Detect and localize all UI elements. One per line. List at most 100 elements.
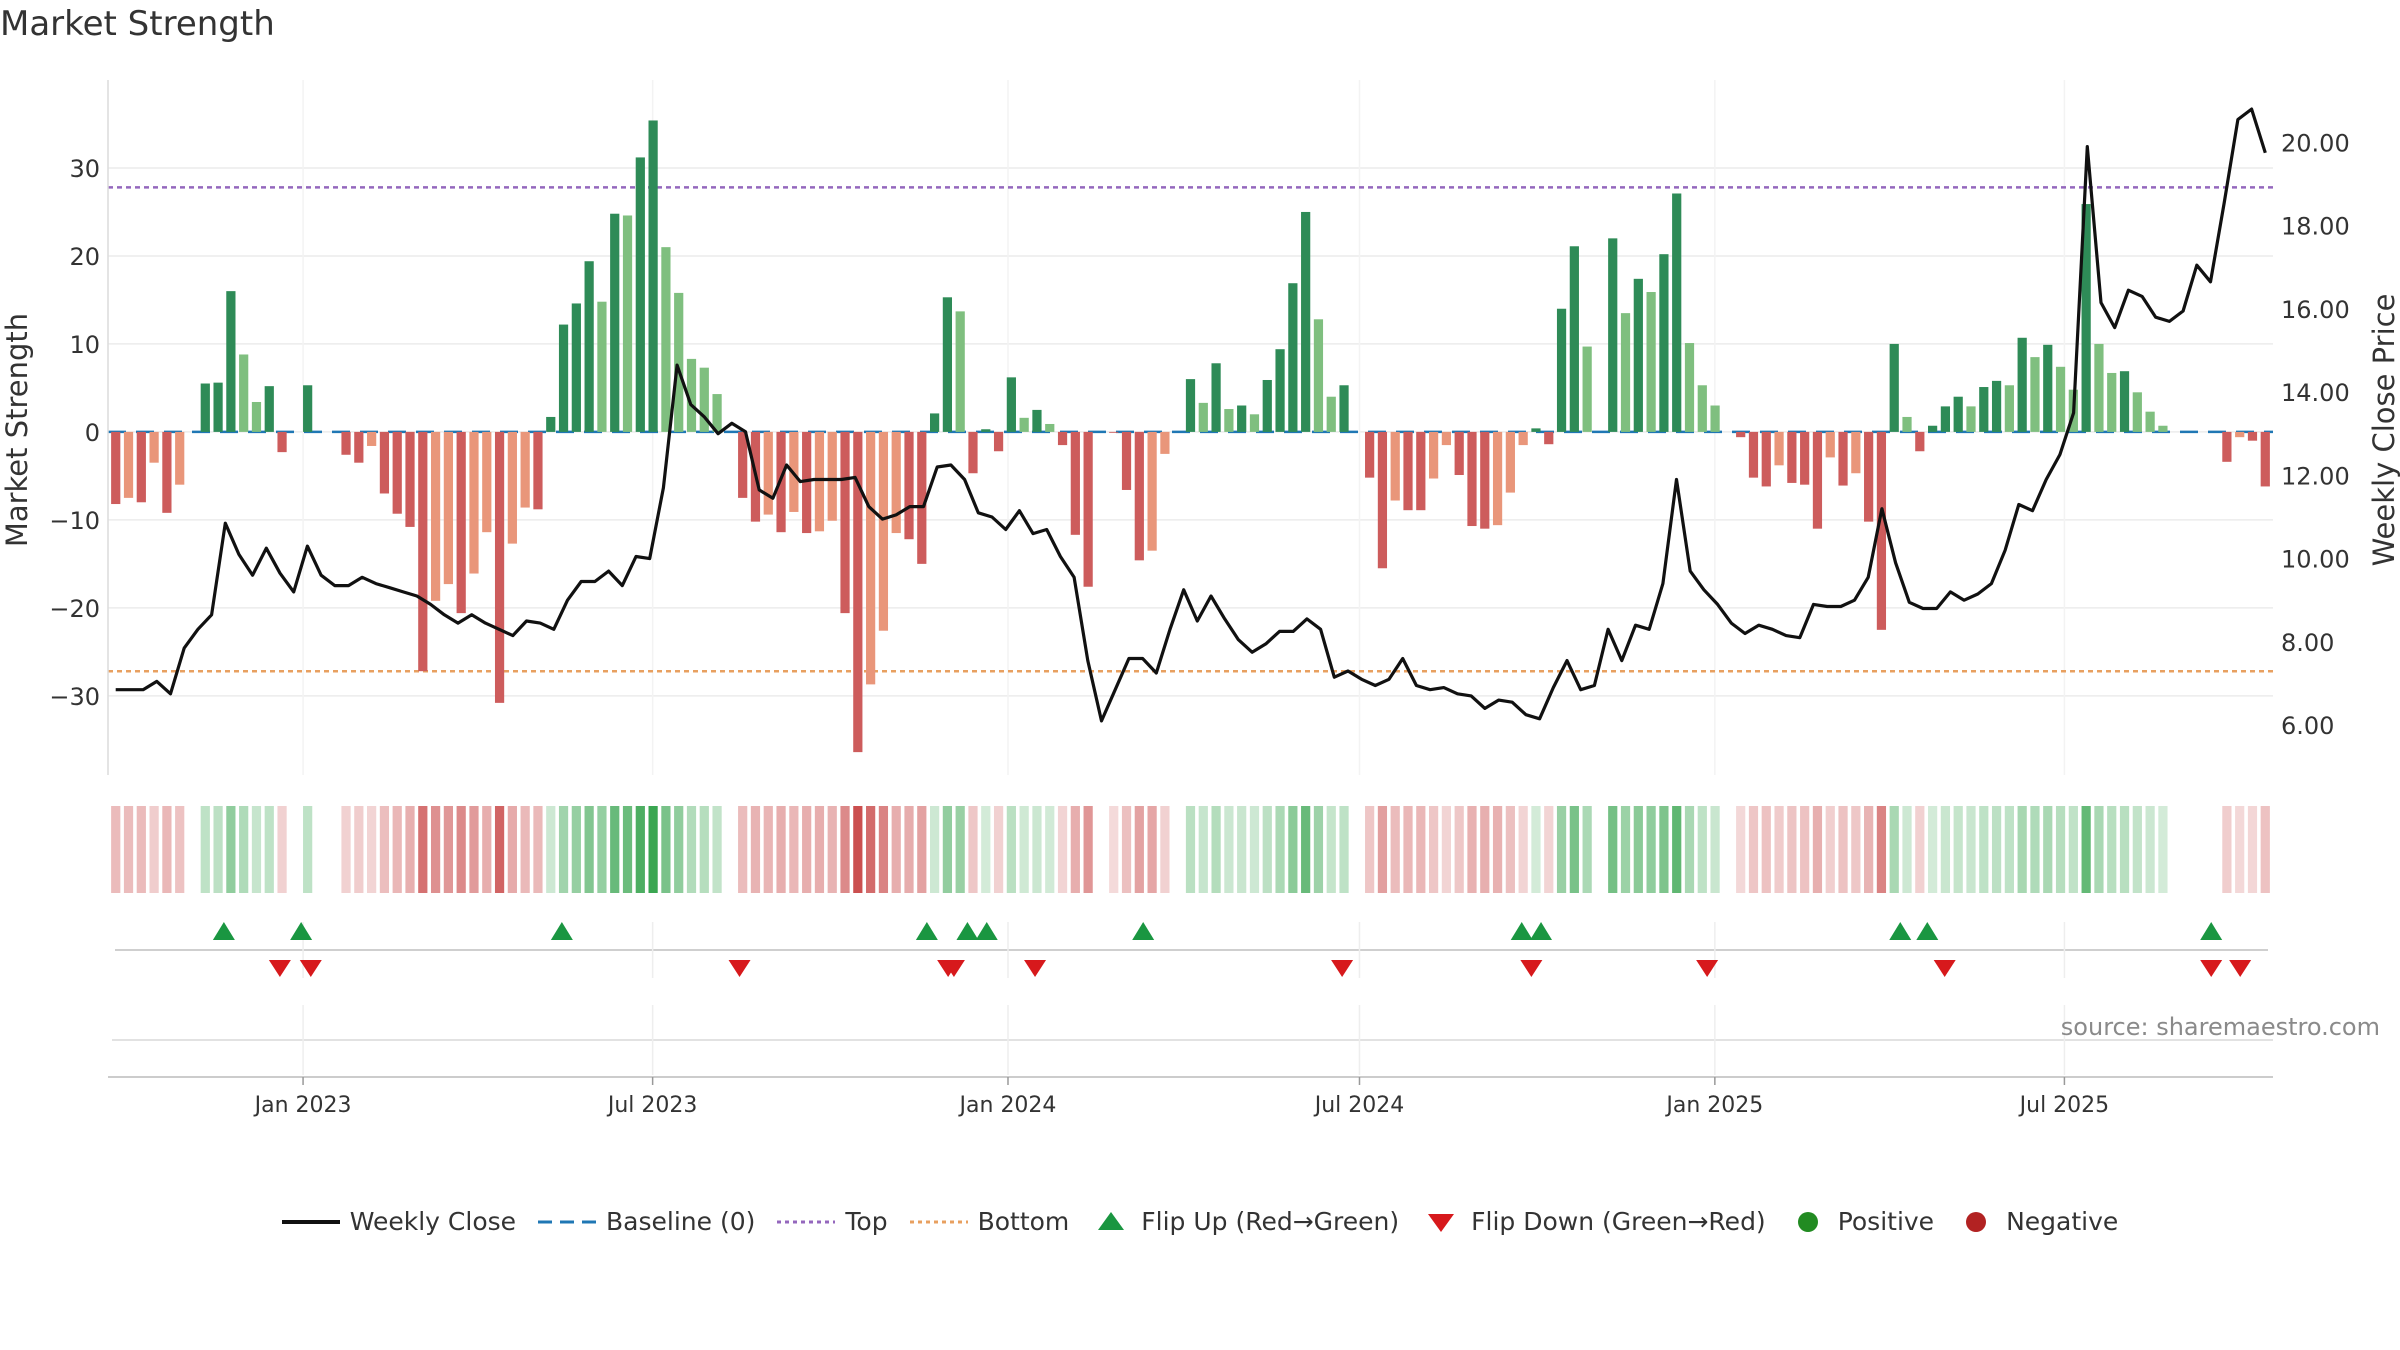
heat-cell <box>1019 806 1029 893</box>
strength-bar <box>1390 431 1400 501</box>
legend-negative[interactable]: Negative <box>1956 1207 2118 1236</box>
heat-cell <box>290 806 300 893</box>
strength-bar <box>878 431 889 631</box>
legend-label: Negative <box>2006 1207 2119 1236</box>
legend-positive[interactable]: Positive <box>1788 1207 1934 1236</box>
heat-cell <box>1365 806 1375 893</box>
heat-cell <box>546 806 556 893</box>
strength-bar <box>213 382 223 432</box>
strength-bar <box>1441 431 1452 446</box>
heat-cell <box>558 806 569 893</box>
strength-bar <box>635 157 645 432</box>
strength-bar <box>1838 431 1848 486</box>
strength-bar <box>2235 431 2245 438</box>
heat-cell <box>1544 806 1554 893</box>
legend-baseline[interactable]: Baseline (0) <box>538 1207 755 1236</box>
heat-cell <box>1326 806 1336 893</box>
heat-cell <box>814 806 825 893</box>
legend-line-dashed-icon <box>538 1220 597 1223</box>
legend-bottom[interactable]: Bottom <box>909 1207 1069 1236</box>
strength-bar <box>1454 431 1464 476</box>
heat-cell <box>1902 806 1912 893</box>
legend-line-solid-icon <box>281 1219 340 1224</box>
legend-line-dotted-icon <box>777 1220 836 1223</box>
heat-cell <box>1134 806 1144 893</box>
strength-bar <box>955 311 965 432</box>
y-tick-label-right: 18.00 <box>2281 213 2350 241</box>
heat-cell <box>430 806 441 893</box>
flip-up-marker <box>550 922 573 940</box>
strength-bar <box>1109 431 1119 433</box>
strength-bar <box>264 386 274 432</box>
strength-bar <box>149 431 159 463</box>
y-tick-label-right: 20.00 <box>2281 129 2350 157</box>
heat-cell <box>277 806 287 893</box>
legend-label: Top <box>845 1207 888 1236</box>
heat-cell <box>1774 806 1784 893</box>
legend-top[interactable]: Top <box>777 1207 888 1236</box>
heat-cell <box>392 806 402 893</box>
strength-bar <box>558 324 569 432</box>
heat-cell <box>2094 806 2104 893</box>
heat-cell <box>2183 806 2194 893</box>
heat-cell <box>1262 806 1272 893</box>
strength-bar <box>1134 431 1144 561</box>
heat-cell <box>674 806 684 893</box>
strength-bar <box>1646 292 1656 432</box>
strength-bar <box>1544 431 1554 445</box>
strength-bar <box>1710 405 1720 432</box>
heat-cell <box>315 806 326 893</box>
strength-bar <box>123 431 134 498</box>
heat-cell <box>1838 806 1848 893</box>
heat-cell <box>866 806 876 893</box>
x-axis: Jan 2023 Jul 2023 Jan 2024 Jul 2024 Jan 2025… <box>108 1076 2273 1118</box>
strength-bar <box>1902 416 1912 432</box>
legend-flip-up[interactable]: Flip Up (Red→Green) <box>1091 1207 1399 1236</box>
heat-cell <box>2004 806 2014 893</box>
strength-bar <box>2145 411 2155 432</box>
strength-bar <box>1198 402 1208 432</box>
heat-cell <box>1505 806 1515 893</box>
heat-cell <box>1518 806 1528 893</box>
heat-cell <box>571 806 581 893</box>
heat-cell <box>1531 806 1541 893</box>
strength-bar <box>1928 425 1938 432</box>
strength-bar <box>1083 431 1093 587</box>
heat-cell <box>226 806 236 893</box>
strength-bar <box>1377 431 1388 569</box>
heat-cell <box>712 806 722 893</box>
strength-bar <box>1301 211 1311 432</box>
axes: 30 20 10 0 −10 −20 −30 20.00 18.00 16.00 14.00 12.0… <box>49 80 2350 775</box>
heat-cell <box>469 806 479 893</box>
strength-bar <box>648 120 658 432</box>
heat-cell <box>802 806 812 893</box>
flip-up-marker <box>1530 922 1553 940</box>
heat-cell <box>738 806 748 893</box>
strength-bar <box>1633 278 1643 432</box>
heat-cell <box>1876 806 1887 893</box>
heat-cell <box>1966 806 1976 893</box>
strength-bar <box>1800 431 1810 485</box>
strength-bar <box>239 354 249 432</box>
strength-bar <box>2030 357 2040 432</box>
circle-icon <box>1797 1211 1818 1232</box>
strength-bar <box>1288 283 1298 432</box>
strength-bar <box>1556 308 1567 432</box>
triangle-up-icon <box>1098 1211 1125 1230</box>
heat-cell <box>1096 806 1106 893</box>
strength-bar <box>1672 193 1682 432</box>
legend-flip-down[interactable]: Flip Down (Green→Red) <box>1421 1207 1766 1236</box>
heat-cell <box>2158 806 2168 893</box>
heat-cell <box>533 806 543 893</box>
strength-bar <box>1787 431 1797 483</box>
legend-weekly-close[interactable]: Weekly Close <box>281 1207 516 1236</box>
heat-cell <box>482 806 492 893</box>
flip-up-marker <box>915 922 938 940</box>
flip-up-marker <box>290 922 313 940</box>
strength-bar <box>1851 431 1861 474</box>
heat-cell <box>968 806 978 893</box>
heat-cell <box>2209 806 2219 893</box>
strength-bar <box>1249 414 1260 432</box>
strength-bar <box>1147 431 1157 551</box>
